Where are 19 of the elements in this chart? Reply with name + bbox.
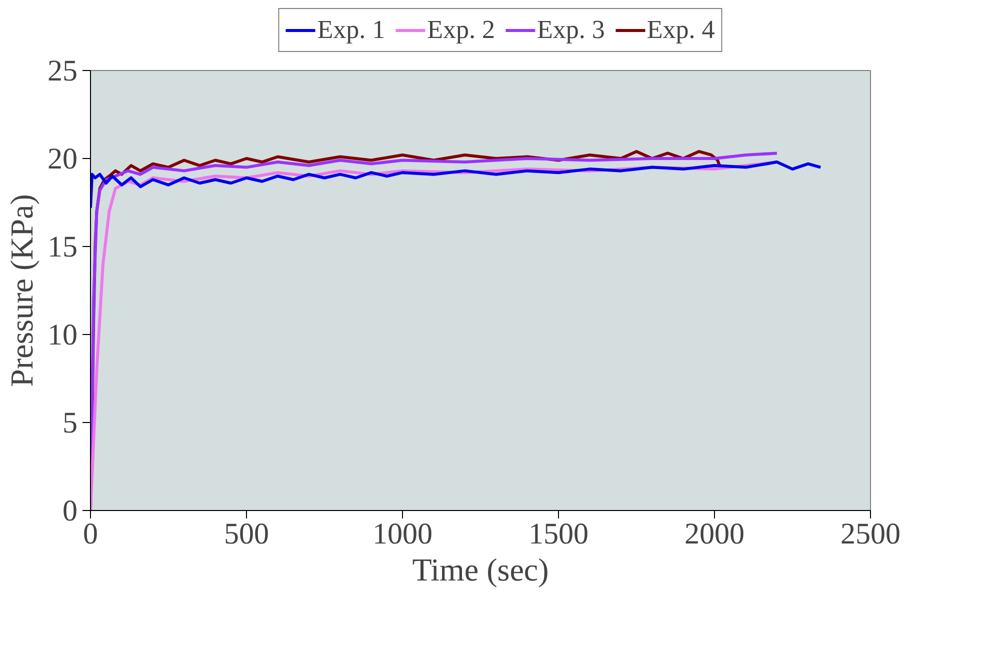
x-tick-label: 2000	[684, 518, 744, 550]
x-axis-title: Time (sec)	[412, 552, 549, 588]
x-tick-label: 1000	[372, 518, 432, 550]
x-tick-label: 500	[224, 518, 269, 550]
y-tick-label: 20	[48, 142, 78, 176]
y-tick-label: 15	[48, 230, 78, 264]
line-series	[90, 160, 822, 210]
y-tick-label: 5	[62, 406, 78, 440]
y-tick-label: 25	[48, 54, 78, 88]
x-tick-label: 2500	[840, 518, 900, 550]
x-tick-label: 0	[83, 518, 98, 550]
legend-label: Exp. 4	[646, 15, 715, 45]
x-tick-label: 1500	[528, 518, 588, 550]
y-tick-label: 0	[62, 494, 78, 528]
legend-label: Exp. 2	[427, 15, 495, 45]
legend-label: Exp. 1	[317, 15, 386, 45]
y-axis-title: Pressure (KPa)	[4, 194, 40, 387]
legend-label: Exp. 3	[537, 15, 605, 45]
y-tick-label: 10	[48, 318, 78, 352]
